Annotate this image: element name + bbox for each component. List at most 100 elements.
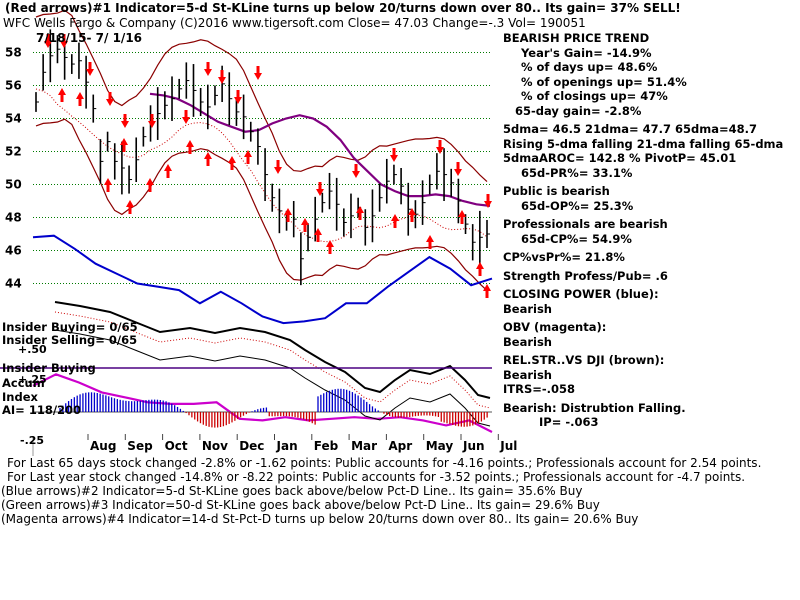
red-up-arrow <box>104 178 112 192</box>
red-down-arrow <box>352 164 360 178</box>
red-up-arrow <box>76 92 84 106</box>
right-panel-line: 65d-OP%= 25.3% <box>521 198 634 213</box>
x-tick-label: Jul <box>499 439 517 453</box>
ai-bottom-label: -.25 <box>20 434 45 447</box>
right-panel-line: Public is bearish <box>503 184 610 198</box>
red-down-arrow <box>390 148 398 162</box>
red-down-arrow <box>182 110 190 124</box>
red-down-arrow <box>86 62 94 76</box>
x-tick-label: Jan <box>276 439 298 453</box>
right-panel-line: 65d-CP%= 54.9% <box>521 231 632 246</box>
y-tick-label: 50 <box>5 178 22 192</box>
price-bars <box>35 29 490 286</box>
header-indicator: (Red arrows)#1 Indicator=5-d St-KLine tu… <box>5 1 681 15</box>
y-tick-label: 58 <box>5 46 22 60</box>
red-up-arrow <box>244 150 252 164</box>
footer-line: (Green arrows)#3 Indicator=50-d St-KLine… <box>1 498 600 512</box>
right-panel-line: Year's Gain= -14.9% <box>521 45 652 60</box>
red-up-arrow <box>426 235 434 249</box>
right-panel-line: Strength Profess/Pub= .6 <box>503 268 668 283</box>
x-tick-label: Mar <box>351 439 377 453</box>
right-panel-line: % of closings up= 47% <box>521 89 668 103</box>
right-panel-line: IP= -.063 <box>539 415 599 429</box>
right-panel-line: Bearish: Distrubtion Falling. <box>503 400 686 415</box>
accum-index-histogram <box>59 388 488 428</box>
right-panel-line: CLOSING POWER (blue): <box>503 287 659 301</box>
x-tick-label: Dec <box>239 439 264 453</box>
red-up-arrow <box>301 218 309 232</box>
x-tick-label: Oct <box>165 439 188 453</box>
footer-line: For Last 65 days stock changed -2.8% or … <box>7 456 762 470</box>
red-down-arrow <box>44 34 52 48</box>
red-down-arrow <box>148 114 156 128</box>
red-up-arrow <box>58 88 66 102</box>
x-tick-label: Jun <box>462 439 485 453</box>
x-tick-label: Sep <box>127 439 153 453</box>
red-up-arrow <box>284 208 292 222</box>
insider-buying-label: Insider Buying <box>2 361 96 375</box>
right-panel-line: CP%vsPr%= 21.8% <box>503 250 625 264</box>
date-axis: Aug Sep Oct Nov Dec Jan Feb Mar Apr May Jun Jul <box>32 434 517 456</box>
ai-top-label: +.50 <box>18 343 47 356</box>
red-up-arrow <box>126 200 134 214</box>
x-tick-label: Aug <box>90 439 116 453</box>
right-panel-line: BEARISH PRICE TREND <box>503 31 650 45</box>
red-up-arrow <box>228 156 236 170</box>
red-down-arrow <box>454 162 462 176</box>
red-down-arrow <box>204 62 212 76</box>
ai-25-label: +.25 <box>18 373 47 386</box>
obv <box>32 373 493 433</box>
red-down-arrow <box>274 160 282 174</box>
price-axis-labels: 44 46 48 50 52 54 56 58 <box>5 46 22 291</box>
red-down-arrow <box>234 90 242 104</box>
right-panel-line: 5dma= 46.5 21dma= 47.7 65dma=48.7 <box>503 122 757 136</box>
red-down-arrow <box>60 34 68 48</box>
right-panel-line: Rising 5-dma falling 21-dma falling 65-d… <box>503 136 784 151</box>
red-down-arrow <box>121 114 129 128</box>
right-panel-line: ITRS=-.058 <box>503 382 576 396</box>
index-label: Index <box>2 390 38 404</box>
red-down-arrow <box>316 182 324 196</box>
right-panel-line: 5dmaAROC= 142.8 % PivotP= 45.01 <box>503 151 737 165</box>
x-tick-label: Nov <box>202 439 228 453</box>
y-tick-label: 46 <box>5 244 22 258</box>
y-tick-label: 54 <box>5 112 22 126</box>
insider-selling-count: Insider Selling= 0/65 <box>2 333 138 347</box>
relative-strength-ma <box>54 311 491 409</box>
red-down-arrow <box>436 140 444 154</box>
y-tick-label: 44 <box>5 277 22 291</box>
right-panel-line: 65d-PR%= 33.1% <box>521 165 633 180</box>
red-up-arrow <box>458 210 466 224</box>
x-tick-label: Feb <box>314 439 339 453</box>
y-tick-label: 56 <box>5 79 22 93</box>
accum-ma <box>54 329 491 427</box>
red-arrows <box>44 34 492 298</box>
closing-power-line <box>32 234 493 325</box>
red-down-arrow <box>484 194 492 208</box>
red-up-arrow <box>146 178 154 192</box>
right-panel-line: Bearish <box>503 367 552 382</box>
red-down-arrow <box>218 70 226 84</box>
footer-line: (Magenta arrows)#4 Indicator=14-d St-Pct… <box>1 512 639 526</box>
footer-line: (Blue arrows)#2 Indicator=5-d St-KLine g… <box>1 484 583 498</box>
red-up-arrow <box>204 152 212 166</box>
lower-band <box>35 118 488 291</box>
x-tick-label: Apr <box>388 439 412 453</box>
obv-line <box>32 373 493 433</box>
red-up-arrow <box>483 284 491 298</box>
relative-strength <box>54 301 491 399</box>
red-down-arrow <box>106 92 114 106</box>
right-panel-line: Professionals are bearish <box>503 217 668 231</box>
ai-value-label: AI= 118/200 <box>2 403 82 417</box>
footer-line: For Last year stock changed -14.8% or -8… <box>7 470 746 484</box>
right-panel-line: REL.STR..VS DJI (brown): <box>503 353 665 367</box>
red-up-arrow <box>120 138 128 152</box>
ma65 <box>149 92 491 207</box>
red-down-arrow <box>254 66 262 80</box>
red-up-arrow <box>391 214 399 228</box>
red-up-arrow <box>326 240 334 254</box>
red-up-arrow <box>164 164 172 178</box>
red-up-arrow <box>356 206 364 220</box>
dotted-21dma <box>35 88 488 243</box>
